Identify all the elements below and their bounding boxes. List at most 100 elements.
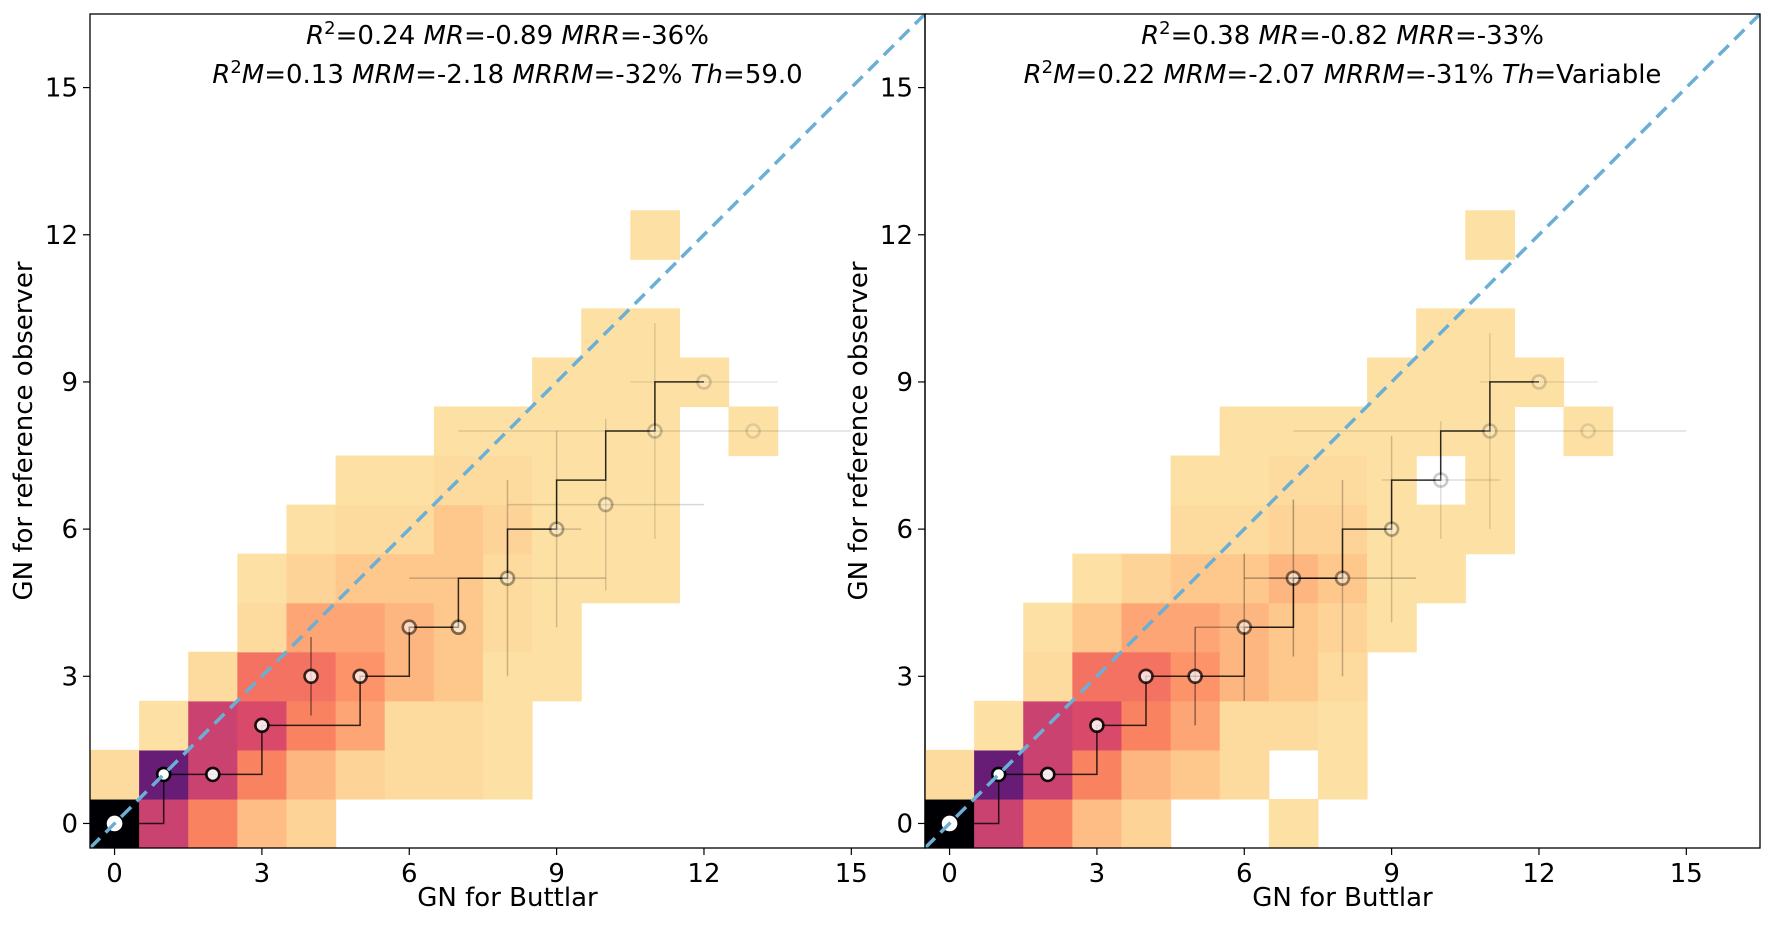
heatmap-cell: [1170, 455, 1221, 506]
mean-marker: [1383, 521, 1400, 537]
x-tick-label: 9: [1383, 859, 1400, 889]
heatmap-cell: [1023, 700, 1073, 751]
heatmap-cell: [1072, 553, 1123, 604]
mean-marker: [401, 619, 418, 636]
heatmap-cell: [335, 455, 386, 506]
heatmap-cell: [630, 308, 681, 359]
heatmap-cell: [1416, 553, 1466, 604]
heatmap-cell: [581, 357, 631, 408]
heatmap-cell: [1416, 357, 1466, 408]
step-line: [114, 381, 704, 825]
heatmap-cell: [581, 553, 631, 604]
y-tick-label: 3: [896, 662, 913, 692]
mean-marker: [1531, 374, 1547, 390]
heatmap-cell: [1367, 602, 1417, 653]
heatmap-cell: [1219, 749, 1270, 800]
heatmap-cell: [1465, 504, 1516, 555]
heatmap-cell: [1121, 553, 1172, 604]
heatmap-cell: [188, 798, 238, 848]
x-axis-label: GN for Buttlar: [1252, 883, 1433, 913]
axes-frame: [924, 13, 1761, 849]
mean-marker: [696, 374, 712, 390]
heatmap-cell: [237, 798, 288, 848]
stats-line-2: R2M=0.22 MRM=-2.07 MRRM=-31% Th=Variable: [1024, 57, 1662, 91]
x-tick-label: 0: [941, 859, 958, 889]
heatmap-cell: [1170, 700, 1221, 751]
x-tick-label: 0: [106, 859, 123, 889]
mean-marker: [1482, 423, 1498, 439]
mean-marker: [1236, 619, 1253, 636]
heatmap-cell: [630, 553, 681, 604]
mean-marker: [499, 570, 516, 586]
heatmap-cell: [1465, 308, 1516, 359]
heatmap-cell: [482, 406, 533, 457]
mean-marker: [1138, 668, 1154, 685]
heatmap-cell: [139, 700, 189, 751]
mean-marker: [254, 717, 270, 734]
heatmap-cell: [237, 553, 288, 604]
heatmap-cell: [1367, 406, 1417, 457]
heatmap-cell: [1317, 651, 1368, 702]
step-line: [949, 381, 1539, 825]
heatmap-cell: [1219, 553, 1270, 604]
y-tick-label: 15: [880, 74, 913, 104]
heatmap-cell: [433, 749, 484, 800]
stats-line-2: R2M=0.13 MRM=-2.18 MRRM=-32% Th=59.0: [212, 57, 802, 91]
y-tick-label: 6: [61, 515, 78, 545]
y-axis-label: GN for reference observer: [9, 261, 39, 600]
heatmap-cell: [384, 455, 435, 506]
heatmap-cell: [1219, 455, 1270, 506]
y-tick-label: 12: [45, 221, 78, 251]
mean-marker: [1285, 570, 1302, 586]
heatmap-cell: [1416, 504, 1466, 555]
heatmap-cell: [1170, 504, 1221, 555]
heatmap-cell: [1317, 749, 1368, 800]
heatmap-cell: [1023, 651, 1073, 702]
y-axis-label: GN for reference observer: [844, 261, 874, 600]
heatmap-cell: [433, 651, 484, 702]
mean-marker: [745, 423, 761, 439]
heatmap-cell: [482, 749, 533, 800]
heatmap-cell: [188, 700, 238, 751]
mean-marker: [548, 521, 565, 537]
heatmap-cell: [1465, 210, 1516, 260]
heatmap-cell: [482, 602, 533, 653]
heatmap-cell: [335, 749, 386, 800]
y-tick-label: 0: [61, 809, 78, 839]
mean-marker: [303, 668, 319, 685]
heatmap-cell: [433, 700, 484, 751]
heatmap-cell: [1023, 602, 1073, 653]
mean-marker: [450, 619, 467, 636]
heatmap-cell: [90, 749, 140, 800]
heatmap-cell: [1563, 406, 1614, 457]
heatmap-cell: [286, 553, 337, 604]
y-tick-label: 3: [61, 662, 78, 692]
x-tick-label: 15: [1670, 859, 1703, 889]
heatmap-cell: [433, 504, 484, 555]
heatmap-cell: [1465, 455, 1516, 506]
heatmap-cell: [1170, 602, 1221, 653]
heatmap-cell: [335, 602, 386, 653]
heatmap-panel-right: 00 3 3 6 6 9 9 12 12 15 15 GN for Buttlar GN for ref…: [844, 13, 1761, 913]
heatmap-cell: [532, 553, 582, 604]
y-tick-label: 15: [45, 74, 78, 104]
heatmap-cell: [1268, 700, 1319, 751]
heatmap-cell: [532, 651, 582, 702]
x-tick-label: 6: [1236, 859, 1253, 889]
x-tick-label: 3: [254, 859, 271, 889]
heatmap-cell: [1170, 749, 1221, 800]
y-tick-label: 9: [896, 368, 913, 398]
heatmap-cell: [1072, 602, 1123, 653]
heatmap-cell: [1317, 700, 1368, 751]
mean-marker: [1580, 423, 1596, 439]
heatmap-cell: [1219, 700, 1270, 751]
heatmap-cell: [286, 798, 337, 848]
heatmap-cell: [532, 406, 582, 457]
x-tick-label: 3: [1089, 859, 1106, 889]
heatmap-cell: [630, 455, 681, 506]
heatmap-cell: [728, 406, 779, 457]
heatmap-cell: [384, 553, 435, 604]
mean-marker: [647, 423, 663, 439]
heatmap-cell: [384, 749, 435, 800]
